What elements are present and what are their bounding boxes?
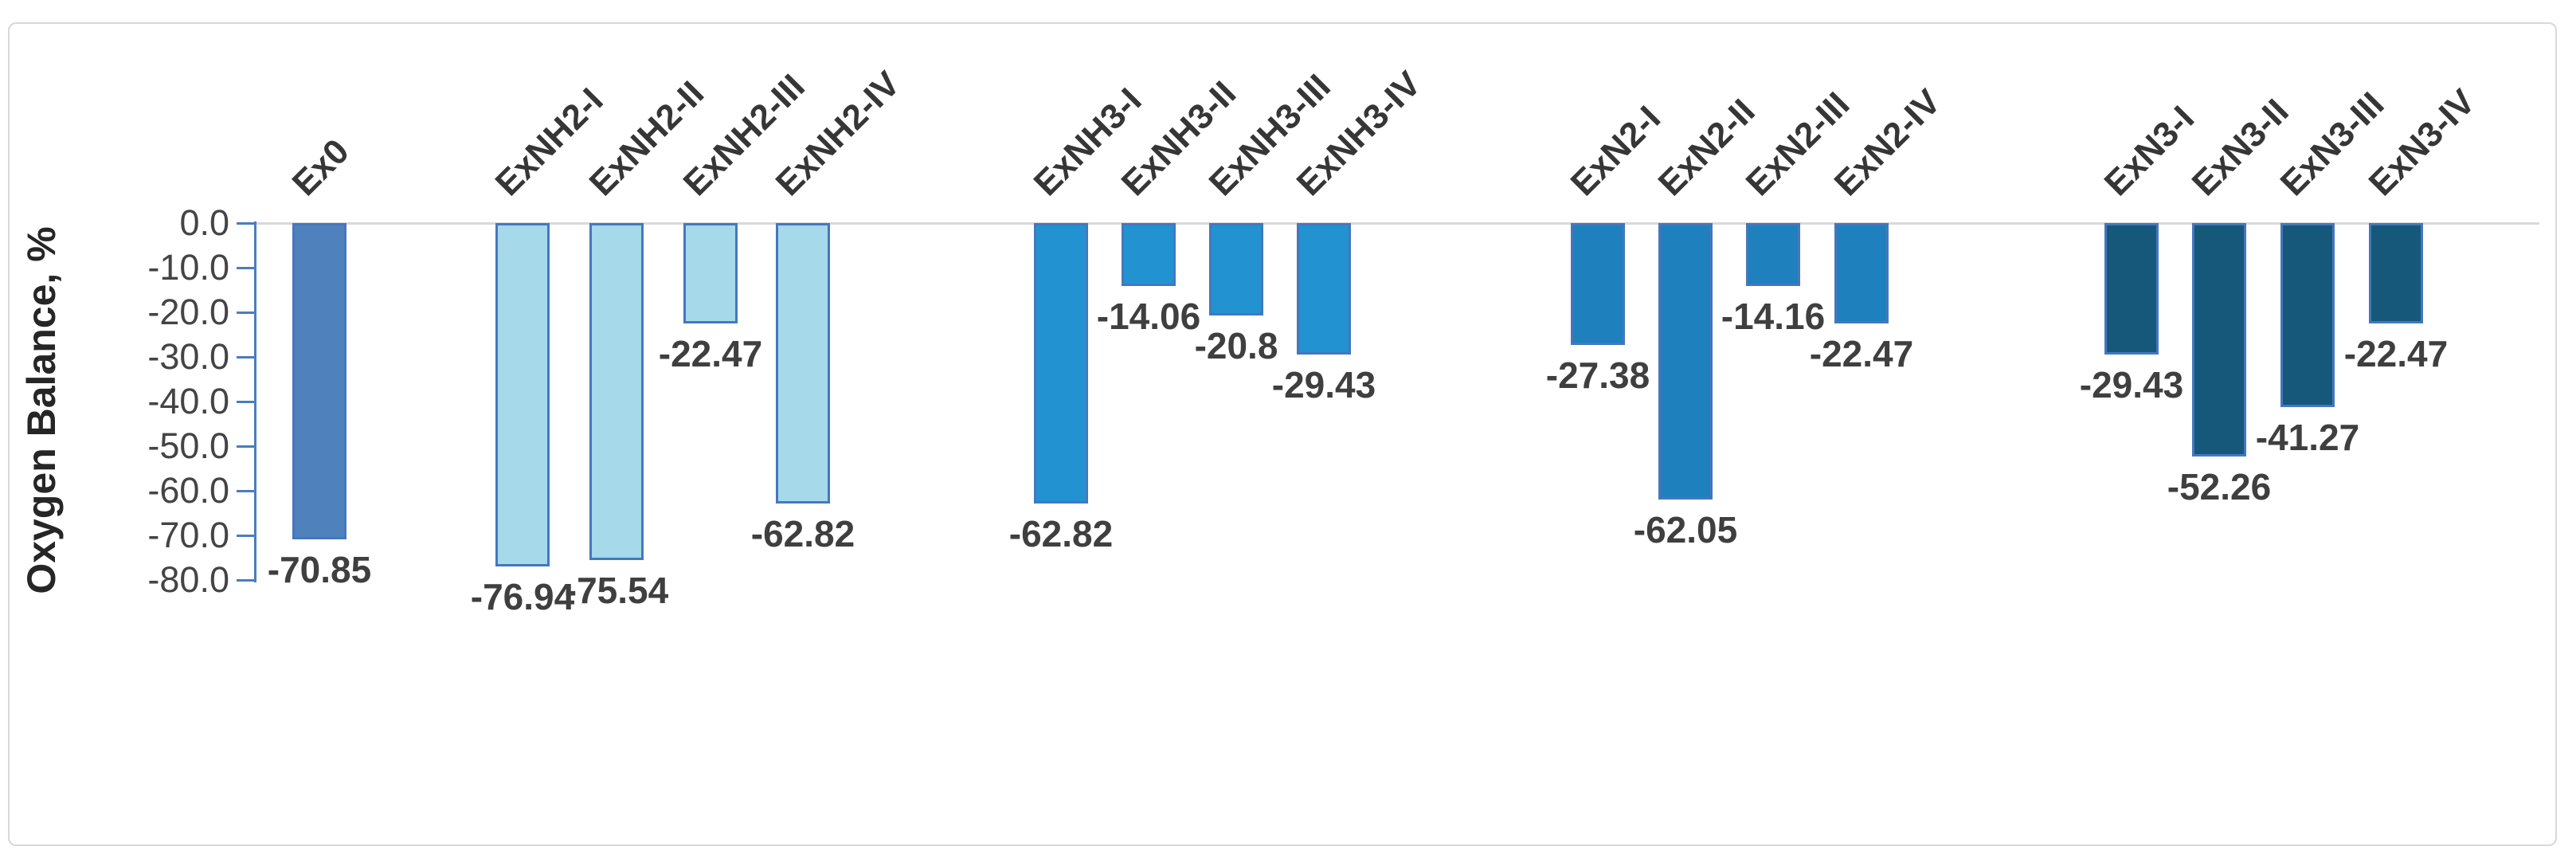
chart-panel: Oxygen Balance, % 0.0 -10.0 -20.0 -30.0 -40.… [8,22,2557,846]
bar-value-label: -14.16 [1721,296,1826,337]
bar-value-label: -62.82 [1008,513,1114,554]
y-tick-label: -30.0 [147,336,229,377]
y-tick-label: -50.0 [147,425,229,466]
y-axis-tick [237,490,254,492]
y-tick-label: -80.0 [147,559,229,600]
bar-value-label: -29.43 [2079,364,2184,406]
plot-area: Oxygen Balance, % 0.0 -10.0 -20.0 -30.0 -40.… [10,24,2555,844]
y-tick-label: -70.0 [147,515,229,555]
bar-value-label: -29.43 [1271,364,1376,406]
zero-gridline [256,222,2539,225]
y-axis-tick [237,267,254,269]
category-label: ExN2-I [1563,98,1669,204]
y-axis-tick [237,445,254,448]
y-tick-label: -40.0 [147,381,229,421]
category-label: Ex0 [284,131,357,204]
y-axis-tick [237,222,254,225]
bar [495,223,550,566]
bar [2192,223,2246,457]
bar-value-label: -62.05 [1633,509,1738,551]
bar [1209,223,1263,315]
bar-value-label: -76.94 [470,576,575,617]
bar-value-label: -62.82 [750,513,855,554]
y-axis-tick [237,401,254,403]
y-axis-tick [237,356,254,359]
bar [1571,223,1625,345]
bar [1122,223,1176,286]
bar-value-label: -75.54 [564,570,669,611]
y-axis-line [254,221,256,582]
y-tick-label: -20.0 [147,292,229,332]
bar-value-label: -70.85 [267,549,372,590]
bar [2280,223,2335,407]
bar-value-label: -52.26 [2167,466,2272,507]
bar [2369,223,2423,323]
category-label: ExN3-II [2184,92,2296,204]
bar [1658,223,1713,500]
bar [1297,223,1351,355]
bar-value-label: -41.27 [2255,417,2360,458]
bar-value-label: -22.47 [2343,333,2449,374]
y-tick-label: 0.0 [179,202,229,243]
bar [1746,223,1800,286]
y-axis-tick [237,535,254,537]
bar-value-label: -14.06 [1096,296,1201,337]
bar-value-label: -22.47 [1809,333,1914,374]
bar [683,223,738,323]
bar [1034,223,1088,504]
bar [1834,223,1889,323]
category-label: ExN3-I [2096,98,2202,204]
y-tick-label: -10.0 [147,247,229,288]
bar-value-label: -20.8 [1194,325,1278,366]
bar [776,223,830,504]
bar-value-label: -27.38 [1545,355,1650,396]
bar [2104,223,2159,355]
y-axis-tick [237,579,254,582]
bar [292,223,346,539]
bar-value-label: -22.47 [658,333,763,374]
y-tick-label: -60.0 [147,470,229,511]
bar [589,223,644,560]
y-axis-tick [237,312,254,314]
category-label: ExN2-II [1650,92,1763,204]
